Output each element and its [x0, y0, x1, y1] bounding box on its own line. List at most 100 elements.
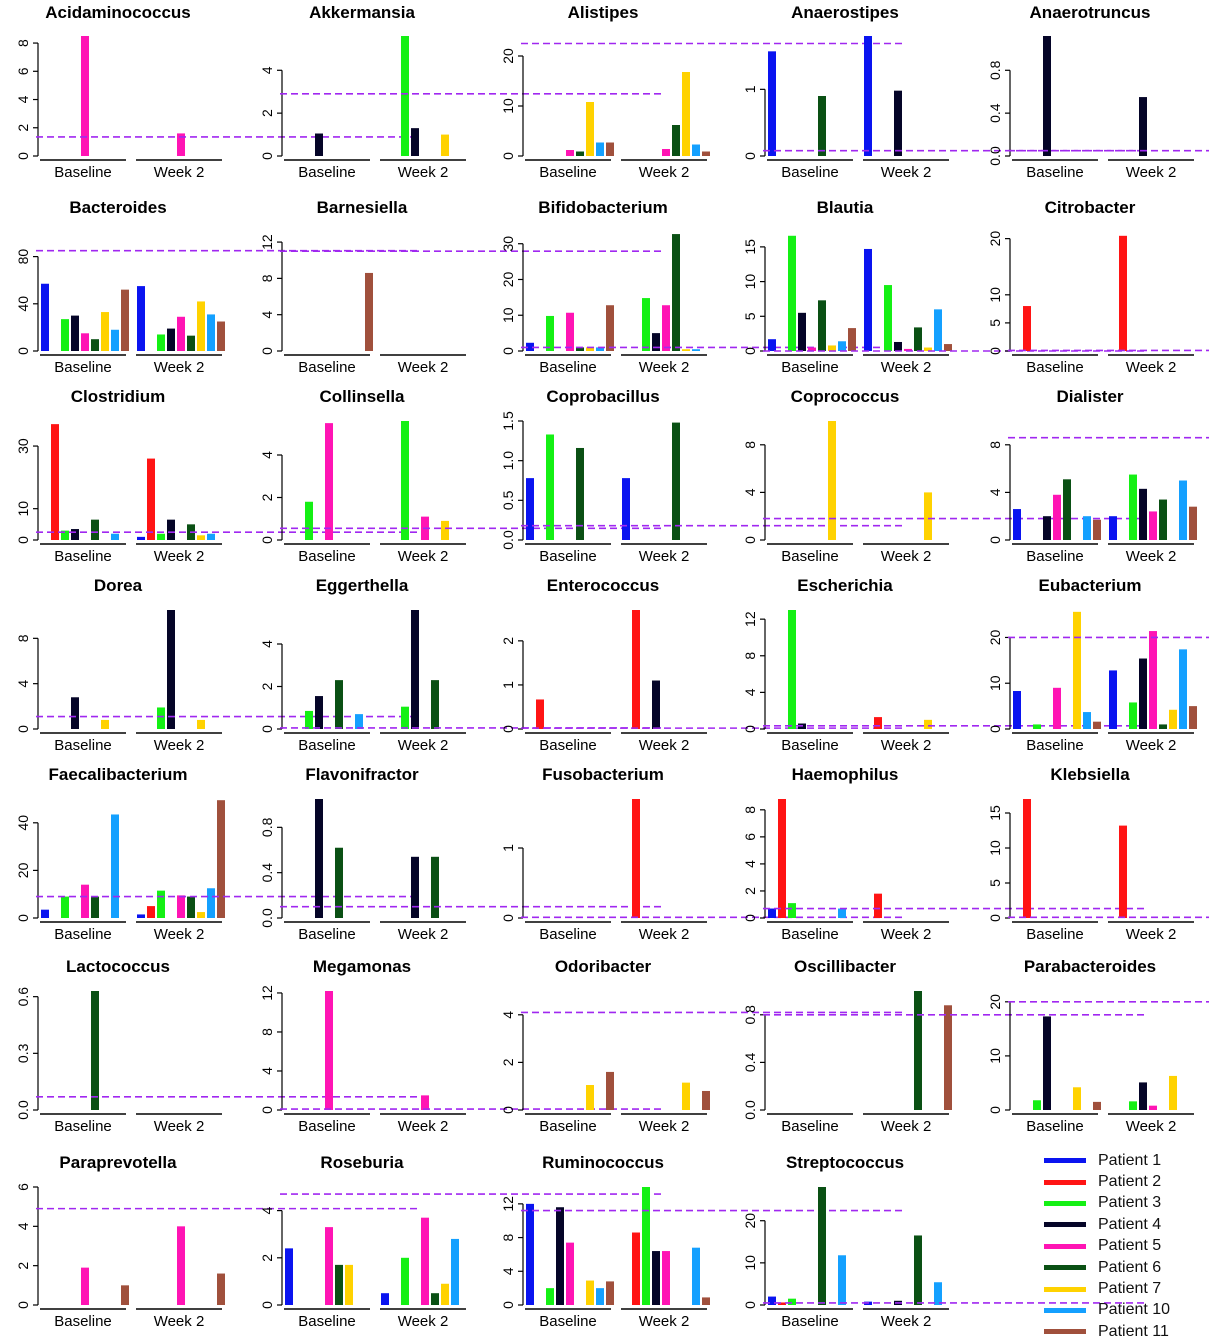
bar-patient-3 — [1129, 702, 1137, 729]
bar-patient-4 — [1139, 97, 1147, 156]
bar-patient-4 — [1043, 516, 1051, 540]
bar-patient-1 — [768, 51, 776, 157]
bar-patient-6 — [91, 896, 99, 918]
chart-panel: Coprococcus 0 4 8 Baseline Week 2 — [742, 387, 1145, 565]
y-tick-label: 2 — [259, 682, 275, 690]
y-tick-label: 0.0 — [987, 146, 1003, 166]
bar-patient-4 — [894, 90, 902, 156]
category-label: Week 2 — [881, 548, 932, 565]
y-tick-label: 10 — [742, 1255, 758, 1271]
chart-title: Odoribacter — [555, 957, 652, 976]
y-tick-label: 10 — [987, 287, 1003, 303]
y-tick-label: 0 — [742, 914, 758, 922]
category-label: Baseline — [298, 164, 356, 181]
y-tick-label: 10 — [15, 501, 31, 517]
bar-patient-7 — [1169, 709, 1177, 729]
y-tick-label: 0 — [742, 1301, 758, 1309]
y-tick-label: 1.0 — [500, 451, 516, 471]
y-tick-label: 12 — [742, 611, 758, 627]
bar-patient-6 — [431, 1293, 439, 1305]
y-tick-label: 4 — [742, 688, 758, 696]
bar-patient-6 — [1159, 724, 1167, 729]
bar-patient-10 — [934, 309, 942, 351]
bar-patient-10 — [111, 533, 119, 540]
bar-patient-10 — [1179, 649, 1187, 729]
bar-patient-1 — [137, 286, 145, 351]
category-label: Week 2 — [154, 164, 205, 181]
category-label: Week 2 — [398, 359, 449, 376]
chart-panel: Acidaminococcus 0 2 4 6 8 Baseline Week 2 — [15, 3, 418, 181]
legend-label: Patient 4 — [1098, 1215, 1162, 1233]
bar-patient-1 — [526, 342, 534, 351]
bar-patient-1 — [864, 36, 872, 156]
bar-patient-5 — [81, 333, 89, 351]
category-label: Baseline — [54, 1313, 112, 1330]
y-tick-label: 12 — [500, 1196, 516, 1212]
category-label: Week 2 — [639, 359, 690, 376]
bar-patient-3 — [401, 1257, 409, 1305]
y-tick-label: 10 — [987, 1048, 1003, 1064]
bar-patient-10 — [596, 347, 604, 351]
category-label: Week 2 — [398, 1118, 449, 1135]
bar-patient-10 — [596, 142, 604, 156]
bar-patient-6 — [91, 339, 99, 351]
bar-patient-4 — [315, 133, 323, 156]
y-tick-label: 0 — [259, 1106, 275, 1114]
category-label: Baseline — [539, 359, 597, 376]
category-label: Week 2 — [1126, 164, 1177, 181]
chart-panel: Parabacteroides 0 10 20 Baseline Week 2 — [987, 957, 1209, 1135]
category-label: Baseline — [781, 737, 839, 754]
bar-patient-3 — [61, 896, 69, 918]
bar-patient-3 — [642, 298, 650, 351]
bar-patient-1 — [864, 248, 872, 351]
y-tick-label: 20 — [15, 862, 31, 878]
legend-item: Patient 6 — [1044, 1257, 1204, 1278]
y-tick-label: 4 — [259, 66, 275, 74]
bar-patient-4 — [167, 610, 175, 729]
bar-patient-11 — [1189, 506, 1197, 540]
bar-patient-5 — [177, 316, 185, 351]
y-tick-label: 40 — [15, 815, 31, 831]
bar-patient-5 — [177, 895, 185, 918]
bar-patient-7 — [682, 1082, 690, 1110]
y-tick-label: 0 — [15, 1301, 31, 1309]
bar-patient-4 — [556, 1207, 564, 1305]
bar-patient-7 — [924, 492, 932, 540]
bar-patient-2 — [1119, 825, 1127, 918]
legend-label: Patient 3 — [1098, 1194, 1162, 1212]
y-tick-label: 4 — [15, 680, 31, 688]
y-tick-label: 8 — [987, 441, 1003, 449]
category-label: Baseline — [781, 1313, 839, 1330]
bar-patient-3 — [157, 334, 165, 351]
y-tick-label: 8 — [742, 806, 758, 814]
bar-patient-11 — [944, 344, 952, 351]
legend-label: Patient 2 — [1098, 1173, 1162, 1191]
bar-patient-5 — [566, 150, 574, 156]
bar-patient-4 — [411, 856, 419, 918]
bar-patient-1 — [768, 339, 776, 351]
y-tick-label: 4 — [259, 640, 275, 648]
chart-title: Fusobacterium — [542, 765, 664, 784]
y-tick-label: 0.4 — [987, 103, 1003, 123]
chart-title: Coprococcus — [791, 387, 900, 406]
category-label: Week 2 — [639, 164, 690, 181]
category-label: Week 2 — [1126, 1118, 1177, 1135]
bar-patient-6 — [818, 300, 826, 351]
y-tick-label: 0 — [15, 152, 31, 160]
y-tick-label: 2 — [742, 887, 758, 895]
y-tick-label: 8 — [500, 1233, 516, 1241]
legend-label: Patient 1 — [1098, 1151, 1162, 1169]
y-tick-label: 4 — [500, 1011, 516, 1019]
bar-patient-6 — [431, 856, 439, 918]
bar-patient-3 — [157, 533, 165, 540]
bar-patient-6 — [914, 327, 922, 351]
bar-patient-5 — [808, 347, 816, 351]
bar-patient-10 — [1083, 516, 1091, 540]
chart-panel: Oscillibacter 0.0 0.4 0.8 Baseline Week 2 — [742, 957, 1145, 1135]
chart-title: Flavonifractor — [305, 765, 419, 784]
legend-item: Patient 1 — [1044, 1150, 1204, 1171]
bar-patient-3 — [305, 501, 313, 540]
bar-patient-7 — [682, 72, 690, 156]
y-tick-label: 4 — [742, 860, 758, 868]
bar-patient-1 — [41, 283, 49, 351]
